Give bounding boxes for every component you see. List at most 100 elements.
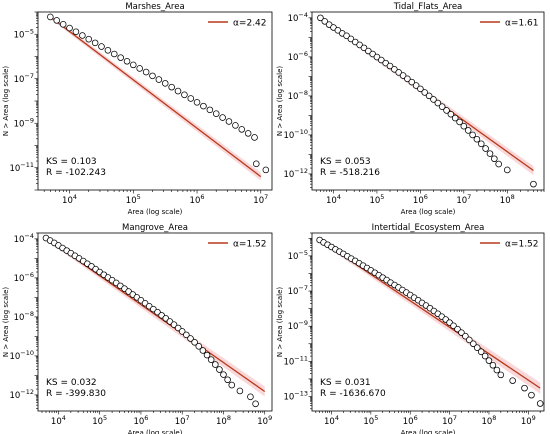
- data-point: [477, 348, 485, 356]
- data-point: [110, 50, 118, 58]
- stat-annotation: KS = 0.053: [320, 157, 371, 167]
- data-point: [136, 65, 143, 72]
- y-tick-label: 10−7: [14, 72, 34, 85]
- plot-area: [42, 234, 266, 408]
- confidence-band: [50, 14, 261, 181]
- data-point: [199, 347, 207, 354]
- subplot-3: 104 105 106 107 108 109 10−12 10−10 10−8 10−6 10−4…: [2, 223, 273, 434]
- plot-area: [317, 14, 537, 188]
- y-tick-label: 10−5: [14, 27, 34, 40]
- data-point: [251, 134, 258, 141]
- data-point: [200, 102, 207, 110]
- data-point: [478, 140, 485, 148]
- data-point: [206, 106, 214, 114]
- x-axis-label: Area (log scale): [401, 429, 456, 434]
- x-tick-label: 109: [257, 414, 272, 427]
- data-point: [497, 371, 505, 379]
- stat-annotation: KS = 0.032: [46, 378, 97, 388]
- data-point: [183, 331, 190, 339]
- x-tick-label: 105: [363, 414, 378, 427]
- data-point: [191, 339, 198, 346]
- data-point: [253, 160, 260, 168]
- x-tick-label: 105: [126, 193, 141, 206]
- data-point: [443, 107, 450, 114]
- y-axis-label: N > Area (log scale): [276, 66, 284, 137]
- data-point: [521, 384, 528, 392]
- y-tick-label: 10−4: [288, 11, 308, 24]
- stat-annotation: R = -1636.670: [320, 389, 386, 399]
- y-tick-label: 10−11: [283, 354, 308, 367]
- data-point: [509, 377, 516, 384]
- data-point: [220, 371, 227, 378]
- data-point: [473, 135, 481, 143]
- y-tick-label: 10−8: [288, 89, 308, 102]
- data-point: [460, 122, 468, 130]
- x-tick-label: 109: [521, 414, 536, 427]
- data-point: [462, 332, 469, 340]
- chart-title: Mangrove_Area: [122, 223, 188, 233]
- plot-area: [47, 13, 270, 181]
- data-point: [117, 54, 124, 61]
- data-point: [216, 366, 223, 373]
- x-tick-label: 104: [51, 414, 66, 427]
- data-point: [262, 166, 270, 174]
- y-axis-label: N > Area (log scale): [2, 287, 10, 358]
- data-point: [447, 110, 455, 118]
- y-axis-label: N > Area (log scale): [276, 287, 284, 358]
- data-point: [212, 361, 219, 368]
- data-point: [59, 21, 67, 28]
- axes-frame: [311, 232, 545, 412]
- data-point: [421, 89, 429, 96]
- y-tick-label: 10−10: [283, 128, 308, 141]
- data-point: [130, 61, 137, 69]
- x-tick-label: 104: [324, 414, 339, 427]
- subplot-1: 104 105 106 107 10−11 10−9 10−7 10−5 Marshes_Are…: [2, 2, 273, 216]
- x-axis-label: Area (log scale): [401, 208, 456, 216]
- data-point: [482, 145, 489, 152]
- data-point: [98, 43, 105, 50]
- axes-frame: [311, 11, 545, 191]
- data-point: [168, 83, 175, 91]
- data-point: [232, 122, 239, 129]
- x-tick-label: 105: [92, 414, 107, 427]
- data-point: [238, 126, 246, 133]
- data-point: [247, 393, 254, 401]
- x-tick-label: 107: [175, 414, 190, 427]
- stat-annotation: KS = 0.031: [320, 378, 371, 388]
- x-tick-label: 107: [253, 193, 268, 206]
- x-tick-label: 107: [456, 193, 471, 206]
- x-tick-label: 106: [413, 193, 428, 206]
- x-tick-label: 106: [133, 414, 148, 427]
- x-tick-label: 104: [62, 193, 77, 206]
- x-tick-label: 106: [190, 193, 205, 206]
- data-point: [395, 69, 402, 76]
- data-point: [91, 39, 99, 47]
- data-point: [425, 92, 433, 100]
- y-tick-label: 10−11: [9, 161, 34, 174]
- data-point: [470, 340, 477, 348]
- data-point: [456, 118, 463, 126]
- data-point: [244, 130, 252, 137]
- x-tick-label: 105: [369, 193, 384, 206]
- data-point: [378, 56, 385, 64]
- data-point: [434, 99, 442, 107]
- data-point: [347, 35, 355, 43]
- data-point: [193, 99, 201, 106]
- data-point: [53, 17, 61, 24]
- data-point: [343, 32, 350, 40]
- data-point: [373, 53, 381, 61]
- legend-label: α=1.61: [505, 19, 539, 29]
- legend-label: α=1.52: [233, 240, 267, 250]
- data-point: [360, 44, 368, 52]
- data-point: [412, 82, 420, 89]
- data-point: [252, 400, 259, 408]
- data-point: [530, 180, 537, 188]
- subplot-2: 104 105 106 107 108 10−12 10−10 10−8 10−6 10−4 Tid…: [276, 2, 545, 216]
- x-tick-label: 108: [216, 414, 231, 427]
- data-point: [187, 335, 194, 342]
- data-point: [161, 80, 169, 87]
- data-point: [386, 62, 394, 70]
- data-point: [408, 78, 416, 86]
- y-tick-label: 10−10: [9, 349, 34, 362]
- x-tick-label: 106: [403, 414, 418, 427]
